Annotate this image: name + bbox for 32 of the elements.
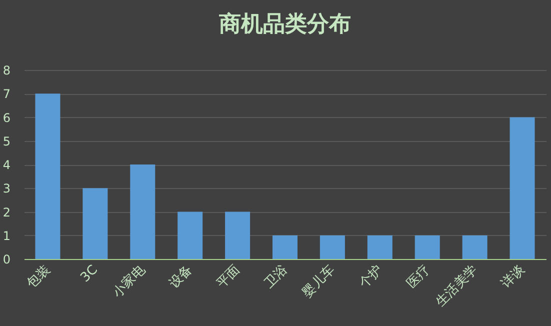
x-tick-label: 生活美学 — [432, 262, 480, 310]
x-tick-label: 平面 — [214, 262, 244, 292]
bar — [225, 212, 250, 259]
y-tick-label: 3 — [2, 182, 10, 196]
chart-title: 商机品类分布 — [218, 11, 351, 37]
bar — [367, 235, 392, 259]
bar — [414, 235, 440, 259]
x-tick-label: 3C — [78, 262, 101, 286]
x-tick-label: 详谈 — [498, 262, 528, 292]
y-tick-label: 2 — [2, 205, 10, 220]
bar — [320, 235, 345, 259]
y-tick-label: 8 — [2, 64, 10, 78]
bar — [82, 188, 108, 259]
x-tick-label: 包装 — [24, 262, 54, 292]
bar — [130, 164, 156, 259]
bar — [272, 235, 298, 259]
x-tick-label: 小家电 — [109, 262, 148, 301]
x-tick-label: 婴儿车 — [300, 262, 338, 301]
y-tick-label: 6 — [2, 110, 10, 125]
x-tick-label: 个护 — [356, 262, 386, 292]
bar — [510, 117, 535, 259]
y-tick-label: 4 — [2, 158, 10, 172]
x-tick-label: 医疗 — [404, 262, 434, 292]
y-tick-label: 7 — [2, 87, 10, 102]
bar — [35, 94, 60, 259]
y-tick-label: 5 — [2, 134, 10, 148]
bar — [178, 212, 203, 259]
bar — [462, 235, 488, 259]
x-tick-label: 设备 — [166, 262, 196, 292]
x-tick-label: 卫浴 — [262, 262, 291, 292]
y-tick-label: 1 — [2, 228, 10, 243]
y-tick-label: 0 — [2, 252, 10, 266]
